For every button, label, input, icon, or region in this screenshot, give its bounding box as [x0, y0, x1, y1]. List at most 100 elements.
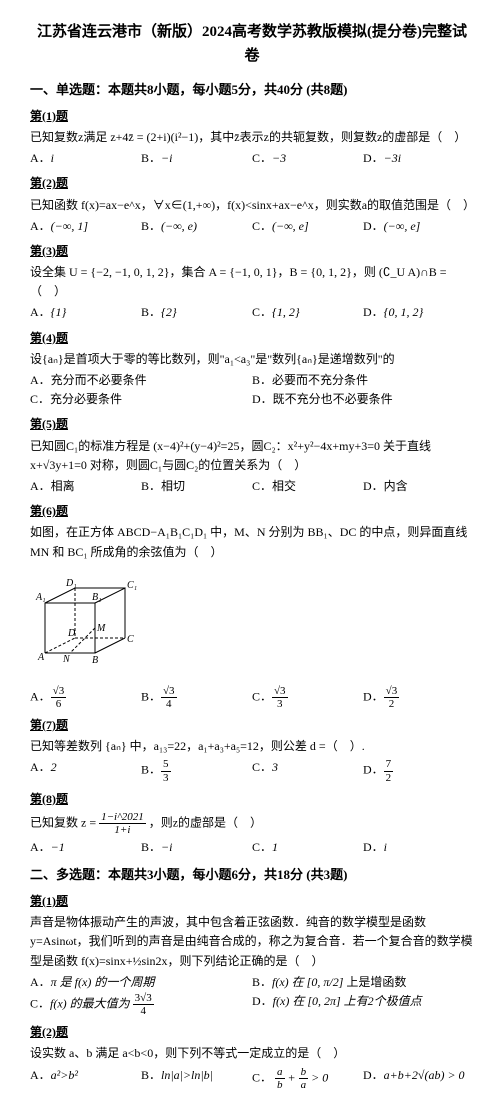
q9-choice-b[interactable]: B．f(x) 在 [0, π/2] 上是增函数	[252, 973, 474, 992]
q1-d: −3i	[384, 151, 401, 165]
q6-text: 如图，在正方体 ABCD−A₁B₁C₁D₁ 中，M、N 分别为 BB₁、DC 的…	[30, 523, 474, 561]
q7-choice-a[interactable]: A．2	[30, 758, 141, 783]
q4-choice-b[interactable]: B．必要而不充分条件	[252, 371, 474, 390]
q1-choice-c[interactable]: C．−3	[252, 149, 363, 168]
label-b: B．	[252, 373, 272, 387]
q2-choice-d[interactable]: D．(−∞, e]	[363, 217, 474, 236]
q7-choice-d[interactable]: D．72	[363, 758, 474, 783]
label-a: A．	[30, 305, 51, 319]
q2-b: (−∞, e)	[161, 219, 197, 233]
q8-choice-d[interactable]: D．i	[363, 838, 474, 857]
q7-choice-b[interactable]: B．53	[141, 758, 252, 783]
label-b: B．	[141, 689, 161, 703]
label-b: B．	[141, 840, 161, 854]
q5-num: 第(5)题	[30, 415, 474, 434]
section-2-head: 二、多选题：本题共3小题，每小题6分，共18分 (共3题)	[30, 865, 474, 886]
q2-text: 已知函数 f(x)=ax−e^x，∀x∈(1,+∞)，f(x)<sinx+ax−…	[30, 196, 474, 215]
cube-label-d1: D₁	[65, 578, 77, 589]
q3-choice-b[interactable]: B．{2}	[141, 303, 252, 322]
q10-choice-c[interactable]: C． ab + ba > 0	[252, 1066, 363, 1091]
q3-choice-a[interactable]: A．{1}	[30, 303, 141, 322]
q4-a: 充分而不必要条件	[51, 373, 147, 387]
q10-choice-a[interactable]: A．a²>b²	[30, 1066, 141, 1091]
cube-label-m: M	[96, 623, 106, 634]
q5-d: 内含	[384, 479, 408, 493]
q3-c: {1, 2}	[272, 305, 300, 319]
label-c: C．	[252, 305, 272, 319]
q10-choice-d[interactable]: D．a+b+2√(ab) > 0	[363, 1066, 474, 1091]
q1-b: −i	[161, 151, 172, 165]
q9-choice-c[interactable]: C．f(x) 的最大值为 3√34	[30, 992, 252, 1017]
cube-label-d: D	[67, 628, 76, 639]
q1-num: 第(1)题	[30, 107, 474, 126]
q2-choice-a[interactable]: A．(−∞, 1]	[30, 217, 141, 236]
q9-d: f(x) 在 [0, 2π] 上有2个极值点	[273, 994, 422, 1008]
q3-choice-d[interactable]: D．{0, 1, 2}	[363, 303, 474, 322]
q9-b-bracket: [0, π/2]	[307, 975, 344, 989]
q6-d-num: √3	[384, 685, 400, 698]
q6-choice-d[interactable]: D．√32	[363, 685, 474, 710]
q10-choice-b[interactable]: B．ln|a|>ln|b|	[141, 1066, 252, 1091]
q8-choice-c[interactable]: C．1	[252, 838, 363, 857]
q5-choice-d[interactable]: D．内含	[363, 477, 474, 496]
q10-c-ln: a	[275, 1066, 285, 1079]
q3-num: 第(3)题	[30, 242, 474, 261]
q5-choice-b[interactable]: B．相切	[141, 477, 252, 496]
q6-a-num: √3	[51, 685, 67, 698]
cube-figure: A B C D A₁ B₁ C₁ D₁ M N	[30, 568, 474, 679]
q2-num: 第(2)题	[30, 174, 474, 193]
q3-choice-c[interactable]: C．{1, 2}	[252, 303, 363, 322]
q1-choice-b[interactable]: B．−i	[141, 149, 252, 168]
label-d: D．	[363, 840, 384, 854]
q10-d: a+b+2√(ab) > 0	[384, 1068, 465, 1082]
q1-choice-d[interactable]: D．−3i	[363, 149, 474, 168]
q10-c-rd: a	[299, 1079, 309, 1091]
q4-num: 第(4)题	[30, 329, 474, 348]
q7-choice-c[interactable]: C．3	[252, 758, 363, 783]
q3-d: {0, 1, 2}	[384, 305, 424, 319]
cube-label-c1: C₁	[127, 580, 137, 591]
q9-choices: A．π 是 f(x) 的一个周期 B．f(x) 在 [0, π/2] 上是增函数…	[30, 973, 474, 1017]
q7-b-num: 5	[161, 758, 171, 771]
label-d: D．	[363, 763, 384, 777]
label-c: C．	[252, 1070, 272, 1084]
q8-b: −i	[161, 840, 172, 854]
q4-choice-a[interactable]: A．充分而不必要条件	[30, 371, 252, 390]
label-a: A．	[30, 689, 51, 703]
q6-choice-b[interactable]: B．√34	[141, 685, 252, 710]
q8-choice-b[interactable]: B．−i	[141, 838, 252, 857]
label-c: C．	[252, 760, 272, 774]
q9-text: 声音是物体振动产生的声波，其中包含着正弦函数．纯音的数学模型是函数 y=Asin…	[30, 913, 474, 971]
q10-num: 第(2)题	[30, 1023, 474, 1042]
label-d: D．	[363, 305, 384, 319]
q10-text: 设实数 a、b 满足 a<b<0，则下列不等式一定成立的是（ ）	[30, 1044, 474, 1063]
q4-choice-c[interactable]: C．充分必要条件	[30, 390, 252, 409]
q8-choice-a[interactable]: A．−1	[30, 838, 141, 857]
label-d: D．	[363, 151, 384, 165]
q6-choice-a[interactable]: A．√36	[30, 685, 141, 710]
label-a: A．	[30, 975, 51, 989]
q9-choice-a[interactable]: A．π 是 f(x) 的一个周期	[30, 973, 252, 992]
q9-b-prefix: f(x) 在	[272, 975, 307, 989]
q8-a: −1	[51, 840, 65, 854]
q2-choice-c[interactable]: C．(−∞, e]	[252, 217, 363, 236]
q4-choice-d[interactable]: D．既不充分也不必要条件	[252, 390, 474, 409]
q2-choice-b[interactable]: B．(−∞, e)	[141, 217, 252, 236]
label-c: C．	[252, 479, 272, 493]
q2-d: (−∞, e]	[384, 219, 421, 233]
q1-choice-a[interactable]: A．i	[30, 149, 141, 168]
q7-d-num: 7	[384, 758, 394, 771]
q4-choices: A．充分而不必要条件 B．必要而不充分条件 C．充分必要条件 D．既不充分也不必…	[30, 371, 474, 409]
q5-choice-c[interactable]: C．相交	[252, 477, 363, 496]
label-d: D．	[252, 392, 273, 406]
q5-choice-a[interactable]: A．相离	[30, 477, 141, 496]
q5-a: 相离	[51, 479, 75, 493]
label-c: C．	[252, 151, 272, 165]
q6-choice-c[interactable]: C．√33	[252, 685, 363, 710]
q9-choice-d[interactable]: D．f(x) 在 [0, 2π] 上有2个极值点	[252, 992, 474, 1017]
label-b: B．	[141, 151, 161, 165]
q3-text: 设全集 U = {−2, −1, 0, 1, 2}，集合 A = {−1, 0,…	[30, 263, 474, 301]
q7-choices: A．2 B．53 C．3 D．72	[30, 758, 474, 783]
q7-c: 3	[272, 760, 278, 774]
q8-prefix: 已知复数 z =	[30, 815, 99, 829]
